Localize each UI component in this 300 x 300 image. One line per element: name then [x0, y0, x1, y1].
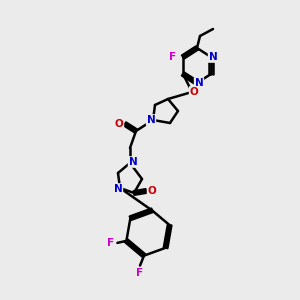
Text: N: N: [114, 184, 122, 194]
Text: F: F: [169, 52, 177, 62]
Text: F: F: [107, 238, 114, 248]
Text: F: F: [136, 268, 144, 278]
Text: O: O: [148, 186, 156, 196]
Text: O: O: [190, 87, 198, 97]
Text: N: N: [195, 78, 203, 88]
Text: N: N: [129, 157, 137, 167]
Text: N: N: [147, 115, 155, 125]
Text: O: O: [115, 119, 123, 129]
Text: N: N: [208, 52, 217, 62]
